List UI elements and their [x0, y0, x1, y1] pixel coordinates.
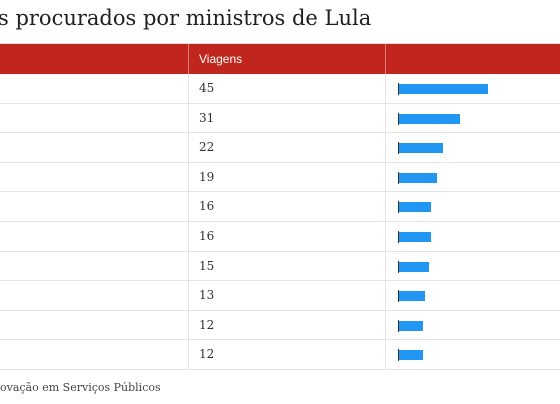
table-row: 12	[0, 310, 560, 341]
bar-cell	[385, 310, 560, 340]
viagens-value: 45	[188, 74, 385, 103]
bar-cell	[385, 103, 560, 133]
header-viagens: Viagens	[188, 44, 385, 74]
table-row: 13	[0, 281, 560, 311]
header-bar-column	[385, 44, 560, 74]
viagens-value: 12	[188, 310, 385, 340]
bar-cell	[385, 281, 560, 310]
data-table: Viagens 45 31 22 19 16 16 15 13 12 12	[0, 43, 560, 370]
table-header: Viagens	[0, 44, 560, 74]
bar-cell	[385, 221, 560, 251]
bar-cell	[385, 162, 560, 192]
table-row: 22	[0, 133, 560, 163]
bar-cell	[385, 251, 560, 281]
viagens-value: 16	[188, 192, 385, 221]
bar-baseline	[398, 83, 399, 95]
bar-baseline	[398, 112, 399, 125]
table-row: 15	[0, 251, 560, 282]
bar-cell	[385, 192, 560, 221]
bar-baseline	[398, 201, 399, 214]
bar-cell	[385, 74, 560, 103]
bar	[399, 350, 423, 361]
viagens-value: 19	[188, 162, 385, 192]
table-row: 19	[0, 162, 560, 193]
bar-baseline	[398, 142, 399, 155]
table-row: 45	[0, 74, 560, 104]
bar	[399, 202, 431, 213]
bar-baseline	[398, 290, 399, 303]
bar-baseline	[398, 230, 399, 243]
viagens-value: 22	[188, 133, 385, 162]
table-row: 16	[0, 221, 560, 252]
bar	[399, 84, 488, 94]
bar-cell	[385, 340, 560, 369]
table-body: 45 31 22 19 16 16 15 13 12 12	[0, 74, 560, 370]
bar	[399, 231, 431, 242]
bar	[399, 261, 429, 272]
table-row: 16	[0, 192, 560, 222]
viagens-value: 16	[188, 221, 385, 251]
bar	[399, 172, 437, 183]
bar	[399, 143, 443, 154]
bar-cell	[385, 133, 560, 162]
viagens-value: 12	[188, 340, 385, 369]
table-row: 31	[0, 103, 560, 134]
bar-baseline	[398, 349, 399, 362]
bar	[399, 113, 460, 124]
source-note: ovação em Serviços Públicos	[0, 381, 161, 394]
viagens-value: 31	[188, 103, 385, 133]
viagens-value: 15	[188, 251, 385, 281]
chart-title: s procurados por ministros de Lula	[0, 6, 372, 30]
bar	[399, 291, 425, 302]
viagens-value: 13	[188, 281, 385, 310]
bar	[399, 320, 423, 331]
table-row: 12	[0, 340, 560, 370]
bar-baseline	[398, 319, 399, 332]
bar-baseline	[398, 171, 399, 184]
bar-baseline	[398, 260, 399, 273]
